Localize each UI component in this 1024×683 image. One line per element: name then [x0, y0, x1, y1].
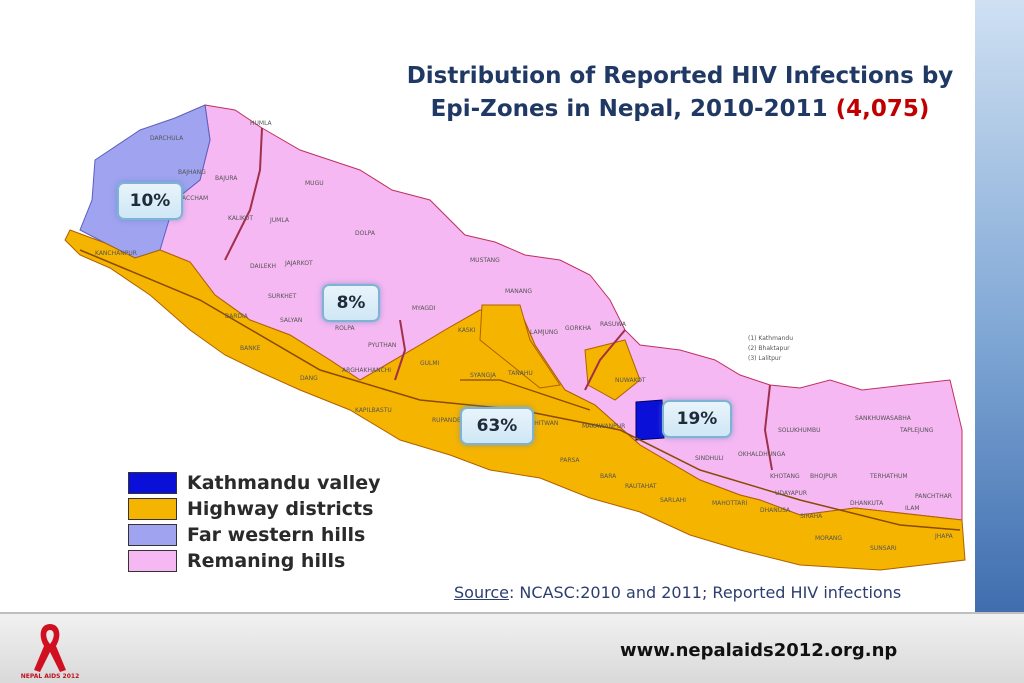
- district-label: ILAM: [905, 505, 920, 512]
- legend-item-kathmandu-valley: Kathmandu valley: [128, 470, 388, 495]
- pct-kathmandu-valley: 19%: [662, 400, 732, 438]
- district-label: JHAPA: [934, 533, 954, 540]
- pct-far-western-hills: 10%: [117, 182, 183, 220]
- district-label: TAPLEJUNG: [899, 427, 934, 434]
- legend-label: Kathmandu valley: [187, 471, 381, 494]
- inset-note-kathmandu: (1) Kathmandu: [748, 335, 793, 342]
- district-label: RAUTAHAT: [625, 483, 657, 490]
- red-ribbon-icon: [34, 624, 66, 672]
- legend-label: Remaning hills: [187, 549, 346, 572]
- district-label: SURKHET: [268, 293, 297, 300]
- district-label: HUMLA: [250, 120, 273, 127]
- district-label: ROLPA: [335, 325, 355, 332]
- district-label: KHOTANG: [770, 473, 800, 480]
- district-label: ARGHAKHANCHI: [342, 367, 391, 374]
- district-label: RUPANDEHI: [432, 417, 467, 424]
- map-title: Distribution of Reported HIV Infections …: [360, 60, 1000, 126]
- district-label: SALYAN: [280, 317, 302, 324]
- legend-swatch: [128, 471, 177, 494]
- zone-kathmandu-valley: [635, 399, 665, 441]
- district-label: KANCHANPUR: [95, 250, 137, 257]
- pct-highway-districts: 63%: [460, 407, 534, 445]
- district-label: PYUTHAN: [368, 342, 396, 349]
- district-label: MAHOTTARI: [712, 500, 748, 507]
- district-label: SIRAHA: [800, 513, 823, 520]
- district-label: KAPILBASTU: [355, 407, 392, 414]
- legend-label: Far western hills: [187, 523, 366, 546]
- district-label: DHANKUTA: [850, 500, 884, 507]
- website-url[interactable]: www.nepalaids2012.org.np: [620, 640, 898, 661]
- total-count: (4,075): [835, 96, 930, 122]
- district-label: JUMLA: [269, 217, 290, 224]
- pct-remaining-hills-west: 8%: [322, 284, 380, 322]
- legend-item-far-western-hills: Far western hills: [128, 522, 388, 547]
- legend-item-highway-districts: Highway districts: [128, 496, 388, 521]
- district-label: MUGU: [305, 180, 324, 187]
- district-label: KALIKOT: [228, 215, 253, 222]
- district-label: GORKHA: [565, 325, 592, 332]
- legend-swatch: [128, 523, 177, 546]
- district-label: DARCHULA: [150, 135, 184, 142]
- district-label: MORANG: [815, 535, 842, 542]
- district-label: DAILEKH: [250, 263, 276, 270]
- zone-highway-districts: [64, 229, 966, 571]
- district-label: NUWAKOT: [615, 377, 646, 384]
- legend-label: Highway districts: [187, 497, 374, 520]
- district-label: DOLPA: [355, 230, 376, 237]
- district-label: BAJHANG: [178, 169, 206, 176]
- district-label: BARA: [600, 473, 617, 480]
- district-label: TANAHU: [507, 370, 533, 377]
- district-label: DANG: [300, 375, 318, 382]
- title-line-2: Epi-Zones in Nepal, 2010-2011 (4,075): [360, 93, 1000, 126]
- source-text: : NCASC:2010 and 2011; Reported HIV infe…: [508, 583, 902, 602]
- inset-note-lalitpur: (3) Lalitpur: [748, 355, 782, 362]
- logo-text: NEPAL AIDS 2012: [21, 673, 80, 680]
- district-label: BHOJPUR: [810, 473, 837, 480]
- legend-swatch: [128, 549, 177, 572]
- district-label: SOLUKHUMBU: [778, 427, 821, 434]
- district-label: RASUWA: [600, 321, 627, 328]
- district-label: GULMI: [420, 360, 440, 367]
- district-label: PARSA: [560, 457, 580, 464]
- district-label: BANKE: [240, 345, 261, 352]
- district-label: MYAGDI: [412, 305, 436, 312]
- district-label: CHITWAN: [530, 420, 558, 427]
- district-label: UDAYAPUR: [775, 490, 807, 497]
- district-label: OKHALDHUNGA: [738, 451, 786, 458]
- district-label: MAKAWANPUR: [582, 423, 625, 430]
- district-label: LAMJUNG: [530, 329, 558, 336]
- district-label: MANANG: [505, 288, 532, 295]
- district-label: BAJURA: [215, 175, 238, 182]
- district-label: MUSTANG: [470, 257, 500, 264]
- source-citation: Source: NCASC:2010 and 2011; Reported HI…: [454, 583, 901, 602]
- district-label: TERHATHUM: [869, 473, 908, 480]
- legend-swatch: [128, 497, 177, 520]
- map-legend: Kathmandu valley Highway districts Far w…: [128, 470, 388, 574]
- district-label: JAJARKOT: [284, 260, 313, 267]
- district-label: SARLAHI: [660, 497, 686, 504]
- district-label: PANCHTHAR: [915, 493, 952, 500]
- district-label: ACCHAM: [182, 195, 208, 202]
- district-label: SYANGJA: [470, 372, 497, 379]
- district-label: KASKI: [458, 327, 476, 334]
- district-label: SUNSARI: [870, 545, 897, 552]
- title-line-2-text: Epi-Zones in Nepal, 2010-2011: [430, 96, 828, 122]
- source-link[interactable]: Source: [454, 583, 509, 602]
- district-label: SINDHULI: [695, 455, 724, 462]
- inset-note-bhaktapur: (2) Bhaktapur: [748, 345, 790, 352]
- district-label: BARDIA: [225, 313, 249, 320]
- district-label: SANKHUWASABHA: [855, 415, 912, 422]
- legend-item-remaining-hills: Remaning hills: [128, 548, 388, 573]
- conference-logo: NEPAL AIDS 2012: [21, 624, 80, 680]
- district-label: DHANUSA: [760, 507, 791, 514]
- district-labels: HUMLADARCHULABAJHANGBAJURAMUGUDOTIACCHAM…: [95, 120, 954, 552]
- title-line-1: Distribution of Reported HIV Infections …: [406, 63, 954, 89]
